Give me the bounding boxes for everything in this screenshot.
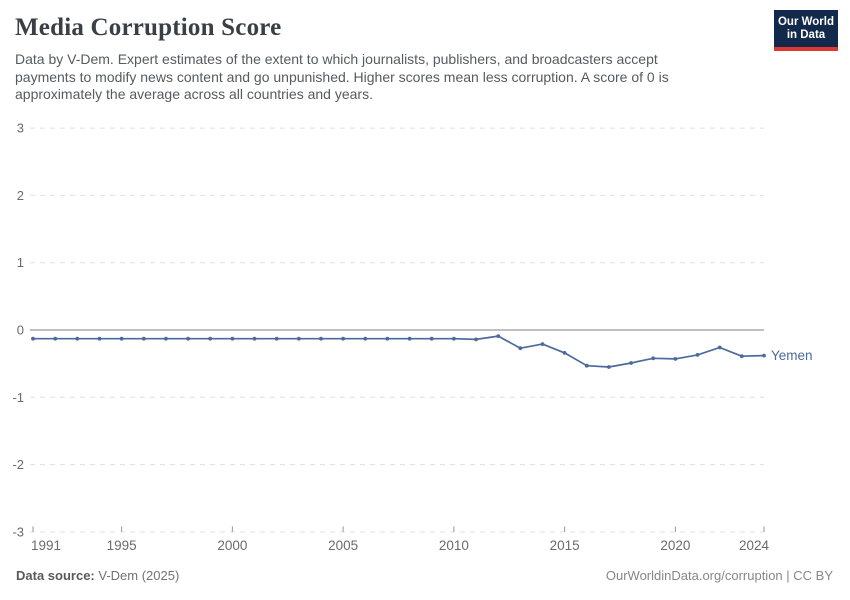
series-line[interactable] [33,335,765,368]
x-axis-tick-label: 2020 [660,538,690,553]
data-point[interactable] [673,357,678,361]
credit-link[interactable]: OurWorldinData.org/corruption | CC BY [605,568,833,583]
data-point[interactable] [407,336,412,341]
data-point[interactable] [31,336,35,341]
data-point[interactable] [496,334,501,338]
series-end-label[interactable]: Yemen [771,348,813,363]
owid-logo[interactable]: Our World in Data [774,10,838,51]
data-point[interactable] [164,336,168,341]
data-point[interactable] [651,356,656,361]
owid-logo-line1: Our World [777,16,834,28]
data-point[interactable] [429,336,434,341]
data-point[interactable] [75,336,80,341]
y-axis-tick-label: 3 [17,121,24,136]
data-point[interactable] [739,354,744,359]
x-axis-tick-label: 2005 [328,538,358,553]
owid-logo-line2: in Data [786,29,826,41]
data-point[interactable] [562,351,567,355]
x-axis-tick-label: 2024 [739,538,770,553]
chart-subtitle: Data by V-Dem. Expert estimates of the e… [15,51,669,102]
data-source: Data source: V-Dem (2025) [16,568,179,583]
x-axis-tick-label: 1995 [107,538,137,553]
x-axis-tick-label: 2010 [439,538,469,553]
data-point[interactable] [341,336,345,341]
x-axis-tick-label: 2015 [550,538,580,553]
data-point[interactable] [762,353,766,358]
data-point[interactable] [629,361,633,365]
data-point[interactable] [584,363,589,368]
y-axis-tick-label: 0 [17,323,24,338]
x-axis-tick-label: 1991 [31,538,61,553]
data-point[interactable] [274,336,279,341]
data-point[interactable] [141,336,146,341]
page-title: Media Corruption Score [15,14,282,41]
data-point[interactable] [540,342,545,346]
data-point[interactable] [97,336,102,341]
data-point[interactable] [119,336,124,341]
data-point[interactable] [208,336,213,341]
data-source-label: Data source: [16,568,95,583]
data-point[interactable] [518,346,523,351]
data-point[interactable] [230,336,235,341]
y-axis-tick-label: -2 [12,457,24,472]
data-point[interactable] [695,353,700,357]
data-point[interactable] [53,336,58,341]
y-axis-tick-label: -1 [12,390,24,405]
data-point[interactable] [474,337,478,342]
data-source-value: V-Dem (2025) [98,568,180,583]
data-point[interactable] [186,336,191,341]
y-axis-tick-label: -3 [12,524,24,539]
y-axis-tick-label: 2 [17,188,24,203]
data-point[interactable] [607,365,611,369]
data-point[interactable] [385,336,390,341]
data-point[interactable] [452,336,456,341]
x-axis-tick-label: 2000 [217,538,247,553]
y-axis-tick-label: 1 [17,255,24,270]
data-point[interactable] [363,336,368,341]
data-point[interactable] [319,336,323,341]
data-point[interactable] [296,336,301,341]
data-point[interactable] [717,345,722,350]
data-point[interactable] [252,336,257,341]
